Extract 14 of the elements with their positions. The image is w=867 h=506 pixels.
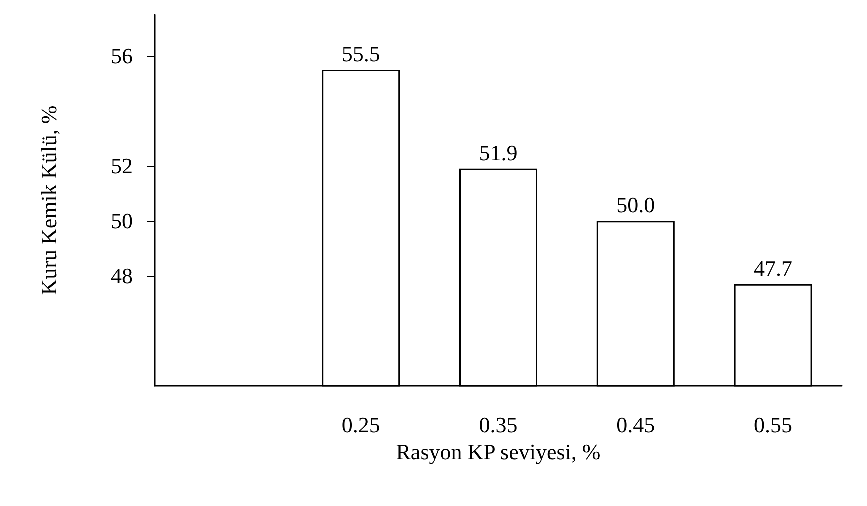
x-tick-label: 0.45: [616, 412, 656, 438]
y-axis-title: Kuru Kemik Külü, %: [36, 106, 62, 296]
data-label: 55.5: [342, 41, 380, 66]
data-label: 47.7: [754, 256, 793, 281]
y-tick-label: 48: [111, 264, 133, 289]
x-tick-label: 0.55: [754, 412, 793, 438]
x-tick-label: 0.25: [342, 412, 380, 438]
data-label: 51.9: [479, 140, 518, 166]
y-tick-label: 56: [111, 44, 133, 69]
y-tick-label: 52: [111, 154, 133, 179]
y-tick-label: 50: [111, 208, 133, 234]
x-axis-title: Rasyon KP seviyesi, %: [396, 439, 601, 464]
data-label: 50.0: [616, 192, 656, 218]
x-tick-label: 0.35: [479, 412, 518, 438]
